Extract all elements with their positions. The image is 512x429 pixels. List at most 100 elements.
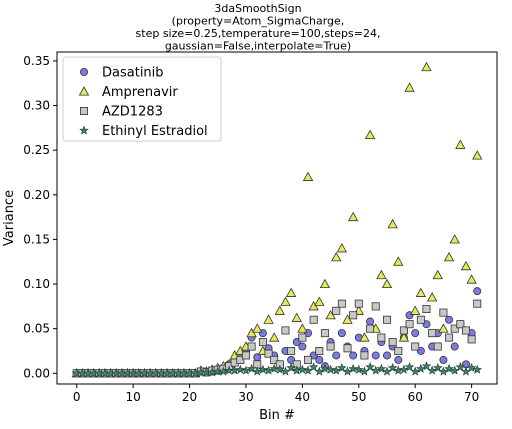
data-point-star: [376, 363, 387, 373]
data-point-triangle: [336, 243, 348, 253]
data-point-star: [438, 366, 449, 376]
data-point-star: [297, 364, 308, 374]
data-point-triangle: [364, 129, 376, 140]
data-point-circle: [473, 287, 482, 296]
data-point-triangle: [359, 332, 370, 342]
data-point-circle: [394, 355, 403, 364]
data-point-circle: [445, 315, 454, 324]
chart-title: 3daSmoothSign(property=Atom_SigmaCharge,…: [136, 2, 381, 53]
data-point-star: [246, 363, 257, 373]
data-point-triangle: [421, 61, 432, 72]
x-tick-label: 0: [73, 390, 81, 404]
data-point-circle: [349, 351, 358, 360]
data-point-circle: [411, 329, 420, 338]
legend-marker: [78, 86, 90, 96]
x-tick-label: 50: [351, 390, 366, 404]
data-point-triangle: [393, 256, 404, 266]
data-point-triangle: [460, 260, 472, 271]
data-point-triangle: [302, 171, 314, 181]
data-point-star: [241, 365, 251, 375]
data-point-triangle: [398, 332, 410, 342]
data-point-square: [422, 305, 431, 314]
data-point-square: [236, 355, 245, 364]
data-point-square: [450, 324, 459, 333]
data-point-square: [270, 355, 279, 364]
data-point-triangle: [280, 296, 291, 306]
data-point-star: [314, 366, 325, 376]
y-tick-label: 0.05: [23, 322, 50, 336]
data-point-square: [445, 333, 454, 342]
x-tick-label: 10: [126, 390, 141, 404]
data-point-square: [461, 326, 470, 335]
data-point-triangle: [347, 211, 359, 222]
data-point-star: [365, 362, 375, 372]
data-point-triangle: [472, 150, 483, 160]
data-point-star: [354, 364, 364, 374]
data-point-square: [315, 346, 324, 355]
data-point-square: [439, 308, 448, 317]
data-point-triangle: [325, 309, 336, 320]
x-axis-label: Bin #: [259, 408, 295, 423]
data-point-triangle: [263, 314, 274, 324]
data-point-square: [298, 333, 307, 342]
data-point-circle: [366, 317, 375, 326]
data-point-star: [303, 365, 313, 375]
data-point-circle: [337, 329, 346, 338]
data-point-star: [252, 366, 263, 376]
legend: Dasatinib Amprenavir AZD1283 Ethinyl Estrad…: [62, 56, 222, 142]
legend-label: Amprenavir: [102, 85, 178, 100]
data-point-square: [467, 335, 476, 344]
data-point-star: [280, 366, 291, 376]
data-point-circle: [371, 351, 380, 360]
legend-label: Dasatinib: [102, 66, 164, 81]
data-point-square: [416, 315, 425, 324]
y-tick-label: 0.10: [23, 277, 50, 291]
chart-title-line: step size=0.25,temperature=100,steps=24,: [136, 27, 381, 40]
y-tick-label: 0.25: [23, 143, 50, 157]
data-point-square: [371, 302, 380, 311]
data-point-star: [263, 365, 274, 375]
data-point-star: [461, 366, 471, 376]
data-point-triangle: [252, 323, 263, 333]
y-tick-label: 0.35: [23, 54, 50, 68]
data-point-star: [455, 362, 466, 372]
data-point-triangle: [443, 251, 455, 262]
data-point-square: [264, 349, 273, 358]
y-tick-label: 0.15: [23, 232, 50, 246]
data-point-triangle: [449, 234, 460, 244]
series-ethinyl-estradiol: [71, 361, 483, 378]
data-point-square: [309, 315, 318, 324]
axes-frame: [56, 51, 498, 385]
data-point-star: [258, 364, 268, 374]
data-point-triangle: [308, 301, 319, 311]
data-point-triangle: [432, 269, 443, 280]
data-point-triangle: [415, 287, 427, 297]
data-point-star: [275, 364, 285, 374]
data-point-square: [366, 324, 375, 333]
chart-title-line: 3daSmoothSign: [214, 2, 301, 15]
y-axis-label: Variance: [2, 190, 17, 246]
data-point-star: [342, 366, 353, 376]
legend-label: AZD1283: [102, 105, 163, 120]
legend-box: [62, 56, 222, 142]
x-tick-label: 60: [408, 390, 423, 404]
data-point-star: [427, 365, 437, 375]
data-point-star: [387, 362, 398, 373]
data-point-star: [235, 364, 246, 374]
x-tick-label: 20: [182, 390, 197, 404]
data-point-triangle: [438, 323, 449, 333]
data-point-star: [325, 364, 336, 374]
legend-label: Ethinyl Estradiol: [102, 124, 208, 139]
data-point-triangle: [297, 323, 308, 333]
data-point-star: [382, 366, 392, 376]
data-point-square: [337, 299, 346, 308]
data-point-triangle: [404, 82, 415, 92]
data-point-square: [332, 306, 341, 315]
data-point-star: [286, 362, 296, 373]
data-point-square: [382, 315, 391, 324]
data-point-triangle: [246, 327, 257, 338]
data-point-square: [411, 342, 420, 351]
data-point-square: [349, 311, 358, 320]
data-point-circle: [450, 342, 459, 351]
